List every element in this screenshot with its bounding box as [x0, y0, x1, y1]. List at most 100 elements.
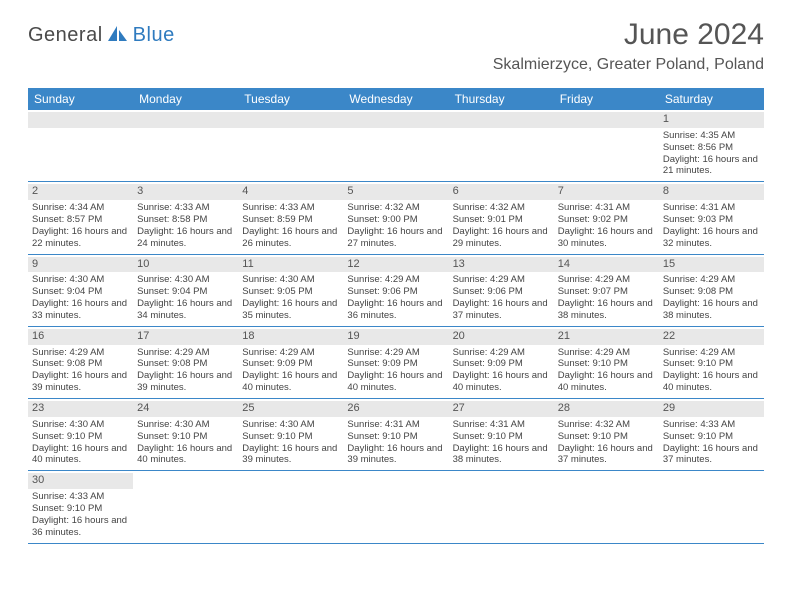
calendar-day: 24Sunrise: 4:30 AMSunset: 9:10 PMDayligh… — [133, 399, 238, 470]
day-number — [449, 473, 554, 475]
day-number: 16 — [28, 329, 133, 345]
daylight-line: Daylight: 16 hours and 33 minutes. — [32, 298, 129, 322]
calendar-day: 30Sunrise: 4:33 AMSunset: 9:10 PMDayligh… — [28, 471, 133, 542]
daylight-line: Daylight: 16 hours and 34 minutes. — [137, 298, 234, 322]
day-number: 28 — [554, 401, 659, 417]
day-number: 10 — [133, 257, 238, 273]
day-number — [449, 112, 554, 128]
sunset-line: Sunset: 9:08 PM — [137, 358, 234, 370]
calendar-day: 25Sunrise: 4:30 AMSunset: 9:10 PMDayligh… — [238, 399, 343, 470]
calendar-empty — [343, 110, 448, 181]
sunset-line: Sunset: 9:10 PM — [558, 431, 655, 443]
sunrise-line: Sunrise: 4:29 AM — [137, 347, 234, 359]
calendar-week: 9Sunrise: 4:30 AMSunset: 9:04 PMDaylight… — [28, 255, 764, 327]
calendar-empty — [659, 471, 764, 542]
calendar-day: 17Sunrise: 4:29 AMSunset: 9:08 PMDayligh… — [133, 327, 238, 398]
sunset-line: Sunset: 9:10 PM — [663, 431, 760, 443]
day-number: 13 — [449, 257, 554, 273]
day-header-cell: Tuesday — [238, 88, 343, 110]
calendar-day: 28Sunrise: 4:32 AMSunset: 9:10 PMDayligh… — [554, 399, 659, 470]
daylight-line: Daylight: 16 hours and 37 minutes. — [453, 298, 550, 322]
day-header-cell: Thursday — [449, 88, 554, 110]
day-number — [343, 112, 448, 128]
calendar-empty — [449, 110, 554, 181]
sunrise-line: Sunrise: 4:32 AM — [558, 419, 655, 431]
calendar-empty — [238, 110, 343, 181]
day-number: 14 — [554, 257, 659, 273]
calendar-week: 1Sunrise: 4:35 AMSunset: 8:56 PMDaylight… — [28, 110, 764, 182]
calendar-day: 3Sunrise: 4:33 AMSunset: 8:58 PMDaylight… — [133, 182, 238, 253]
calendar-day: 2Sunrise: 4:34 AMSunset: 8:57 PMDaylight… — [28, 182, 133, 253]
calendar-empty — [28, 110, 133, 181]
calendar-week: 30Sunrise: 4:33 AMSunset: 9:10 PMDayligh… — [28, 471, 764, 543]
calendar-day: 9Sunrise: 4:30 AMSunset: 9:04 PMDaylight… — [28, 255, 133, 326]
daylight-line: Daylight: 16 hours and 40 minutes. — [453, 370, 550, 394]
daylight-line: Daylight: 16 hours and 36 minutes. — [32, 515, 129, 539]
sunrise-line: Sunrise: 4:32 AM — [453, 202, 550, 214]
calendar-day: 10Sunrise: 4:30 AMSunset: 9:04 PMDayligh… — [133, 255, 238, 326]
calendar-empty — [343, 471, 448, 542]
sunset-line: Sunset: 9:10 PM — [558, 358, 655, 370]
day-number: 25 — [238, 401, 343, 417]
sunset-line: Sunset: 9:07 PM — [558, 286, 655, 298]
sunset-line: Sunset: 9:10 PM — [137, 431, 234, 443]
day-number: 20 — [449, 329, 554, 345]
sunrise-line: Sunrise: 4:31 AM — [663, 202, 760, 214]
sunset-line: Sunset: 9:09 PM — [242, 358, 339, 370]
day-number: 21 — [554, 329, 659, 345]
daylight-line: Daylight: 16 hours and 40 minutes. — [137, 443, 234, 467]
sunset-line: Sunset: 9:05 PM — [242, 286, 339, 298]
day-header-cell: Monday — [133, 88, 238, 110]
daylight-line: Daylight: 16 hours and 37 minutes. — [663, 443, 760, 467]
day-number: 23 — [28, 401, 133, 417]
day-number: 18 — [238, 329, 343, 345]
sunset-line: Sunset: 9:10 PM — [347, 431, 444, 443]
calendar-day: 6Sunrise: 4:32 AMSunset: 9:01 PMDaylight… — [449, 182, 554, 253]
day-number — [28, 112, 133, 128]
sunset-line: Sunset: 9:10 PM — [663, 358, 760, 370]
logo-text-general: General — [28, 24, 103, 47]
calendar-day: 21Sunrise: 4:29 AMSunset: 9:10 PMDayligh… — [554, 327, 659, 398]
sunrise-line: Sunrise: 4:31 AM — [347, 419, 444, 431]
calendar-day: 7Sunrise: 4:31 AMSunset: 9:02 PMDaylight… — [554, 182, 659, 253]
day-number — [343, 473, 448, 475]
daylight-line: Daylight: 16 hours and 40 minutes. — [32, 443, 129, 467]
sunset-line: Sunset: 9:04 PM — [137, 286, 234, 298]
sunrise-line: Sunrise: 4:32 AM — [347, 202, 444, 214]
calendar: SundayMondayTuesdayWednesdayThursdayFrid… — [28, 88, 764, 544]
sunrise-line: Sunrise: 4:29 AM — [347, 347, 444, 359]
daylight-line: Daylight: 16 hours and 27 minutes. — [347, 226, 444, 250]
logo-text-blue: Blue — [133, 24, 175, 47]
day-number: 19 — [343, 329, 448, 345]
sunset-line: Sunset: 9:04 PM — [32, 286, 129, 298]
sunrise-line: Sunrise: 4:31 AM — [558, 202, 655, 214]
daylight-line: Daylight: 16 hours and 39 minutes. — [347, 443, 444, 467]
sunrise-line: Sunrise: 4:29 AM — [453, 274, 550, 286]
day-number — [238, 473, 343, 475]
sunset-line: Sunset: 9:10 PM — [32, 431, 129, 443]
sunset-line: Sunset: 9:09 PM — [347, 358, 444, 370]
calendar-day: 19Sunrise: 4:29 AMSunset: 9:09 PMDayligh… — [343, 327, 448, 398]
day-header-cell: Wednesday — [343, 88, 448, 110]
calendar-day: 26 Sunrise: 4:31 AMSunset: 9:10 PMDayligh… — [343, 399, 448, 470]
calendar-day: 4Sunrise: 4:33 AMSunset: 8:59 PMDaylight… — [238, 182, 343, 253]
sunrise-line: Sunrise: 4:29 AM — [347, 274, 444, 286]
calendar-day: 20Sunrise: 4:29 AMSunset: 9:09 PMDayligh… — [449, 327, 554, 398]
sunrise-line: Sunrise: 4:29 AM — [32, 347, 129, 359]
day-number: 5 — [343, 184, 448, 200]
calendar-day: 27Sunrise: 4:31 AMSunset: 9:10 PMDayligh… — [449, 399, 554, 470]
daylight-line: Daylight: 16 hours and 22 minutes. — [32, 226, 129, 250]
calendar-day: 23Sunrise: 4:30 AMSunset: 9:10 PMDayligh… — [28, 399, 133, 470]
day-number: 26 — [343, 401, 448, 417]
sunset-line: Sunset: 9:01 PM — [453, 214, 550, 226]
sunrise-line: Sunrise: 4:29 AM — [558, 347, 655, 359]
sunrise-line: Sunrise: 4:30 AM — [32, 274, 129, 286]
sunset-line: Sunset: 9:10 PM — [32, 503, 129, 515]
day-number: 9 — [28, 257, 133, 273]
month-title: June 2024 — [493, 18, 764, 52]
sunrise-line: Sunrise: 4:33 AM — [663, 419, 760, 431]
sunset-line: Sunset: 9:06 PM — [347, 286, 444, 298]
daylight-line: Daylight: 16 hours and 39 minutes. — [137, 370, 234, 394]
day-number: 3 — [133, 184, 238, 200]
sunrise-line: Sunrise: 4:35 AM — [663, 130, 760, 142]
